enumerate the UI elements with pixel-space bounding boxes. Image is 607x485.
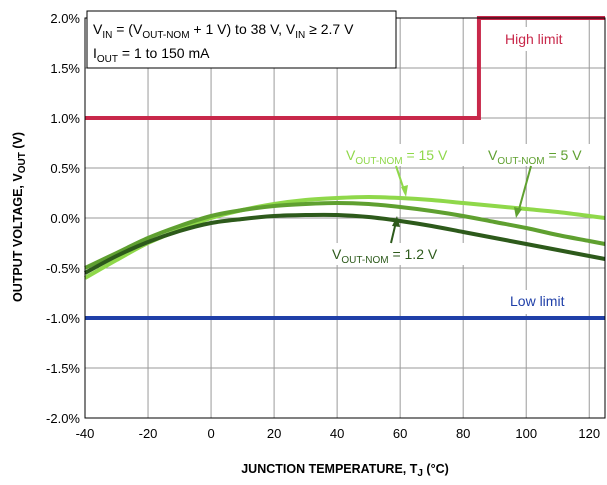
y-tick-label: -1.0% bbox=[46, 311, 80, 326]
x-tick-label: 80 bbox=[456, 426, 470, 441]
series-lines bbox=[84, 195, 606, 280]
y-tick-label: -2.0% bbox=[46, 411, 80, 426]
series-line bbox=[84, 212, 606, 275]
svg-text:VOUT-NOM = 5 V: VOUT-NOM = 5 V bbox=[488, 147, 582, 167]
x-tick-label: -40 bbox=[76, 426, 95, 441]
tick-labels: -40 -20 0 20 40 60 80 100 120 2.0% 1.5% 1.0% 0.5% 0.0… bbox=[46, 11, 600, 441]
conditions-box: VIN = (VOUT-NOM + 1 V) to 38 V, VIN ≥ 2.… bbox=[86, 10, 397, 69]
x-tick-label: 60 bbox=[393, 426, 407, 441]
x-tick-label: 120 bbox=[578, 426, 600, 441]
y-tick-label: 2.0% bbox=[50, 11, 80, 26]
x-axis-title: JUNCTION TEMPERATURE, TJ (°C) bbox=[241, 462, 449, 479]
y-axis-title: OUTPUT VOLTAGE, VOUT (V) bbox=[11, 132, 28, 302]
y-tick-label: -1.5% bbox=[46, 361, 80, 376]
y-tick-label: 0.5% bbox=[50, 161, 80, 176]
y-tick-label: 1.0% bbox=[50, 111, 80, 126]
x-tick-label: 100 bbox=[515, 426, 537, 441]
series-label-5v: VOUT-NOM = 5 V bbox=[486, 144, 596, 218]
series-label-1p2v: VOUT-NOM = 1.2 V bbox=[330, 216, 470, 266]
svg-text:High limit: High limit bbox=[505, 31, 563, 47]
svg-text:VOUT-NOM = 1.2 V: VOUT-NOM = 1.2 V bbox=[332, 246, 438, 266]
svg-text:VOUT-NOM = 15 V: VOUT-NOM = 15 V bbox=[346, 147, 448, 167]
y-tick-label: 1.5% bbox=[50, 61, 80, 76]
x-tick-label: 20 bbox=[267, 426, 281, 441]
x-tick-label: 40 bbox=[330, 426, 344, 441]
svg-text:Low limit: Low limit bbox=[510, 293, 565, 309]
x-tick-label: -20 bbox=[139, 426, 158, 441]
conditions-line-2: IOUT = 1 to 150 mA bbox=[93, 45, 210, 65]
high-limit-label: High limit bbox=[497, 27, 583, 51]
x-tick-label: 0 bbox=[207, 426, 214, 441]
series-line bbox=[84, 201, 606, 270]
series-label-15v: VOUT-NOM = 15 V bbox=[343, 144, 465, 197]
grid-lines bbox=[85, 17, 605, 419]
conditions-line-1: VIN = (VOUT-NOM + 1 V) to 38 V, VIN ≥ 2.… bbox=[93, 21, 354, 41]
low-limit-label: Low limit bbox=[503, 290, 579, 314]
y-tick-label: -0.5% bbox=[46, 261, 80, 276]
y-tick-label: 0.0% bbox=[50, 211, 80, 226]
